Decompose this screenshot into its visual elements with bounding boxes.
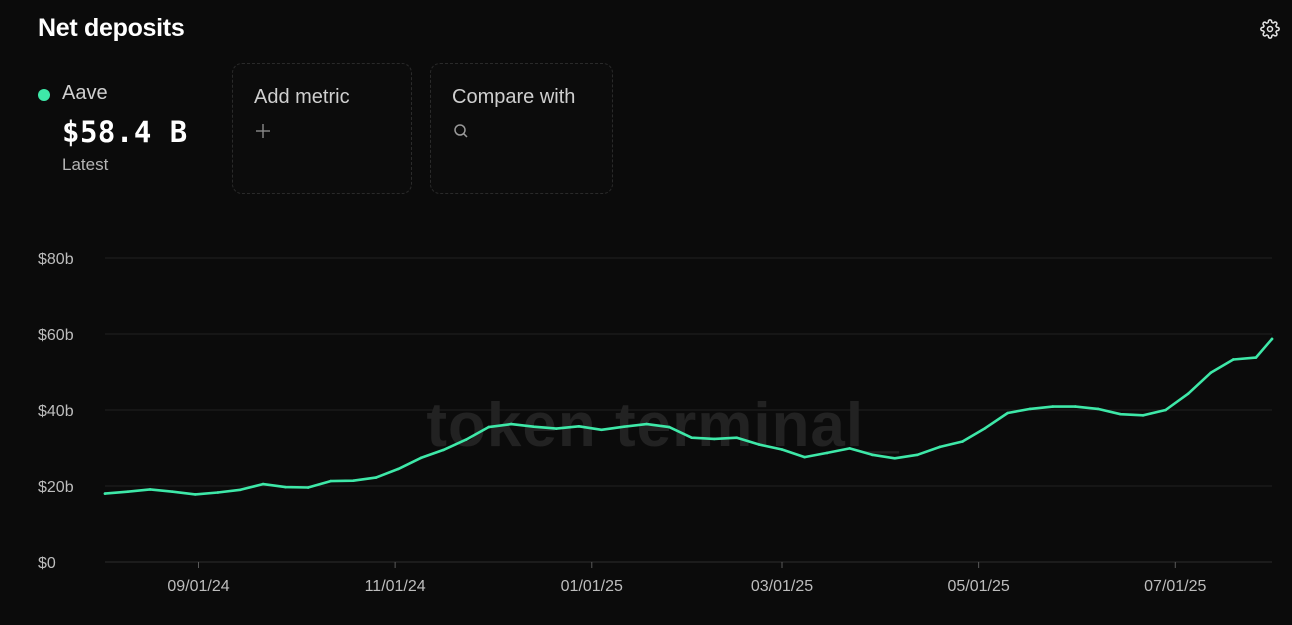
data-point — [1006, 411, 1009, 415]
series-name: Aave — [62, 82, 108, 104]
data-point — [577, 425, 581, 428]
plus-icon — [256, 124, 270, 138]
data-point — [1028, 407, 1032, 411]
data-point — [690, 436, 694, 440]
data-point — [419, 456, 423, 460]
y-tick-label: $0 — [38, 555, 56, 572]
data-point — [532, 425, 536, 429]
y-tick-label: $40b — [38, 403, 74, 420]
data-point — [509, 422, 513, 426]
data-point — [1186, 392, 1190, 395]
latest-label: Latest — [62, 155, 109, 174]
data-point — [848, 447, 851, 450]
data-point — [735, 436, 739, 440]
data-point — [870, 453, 874, 457]
latest-value: $58.4 B — [62, 115, 188, 149]
series-color-dot — [38, 89, 50, 101]
data-point — [1232, 358, 1235, 361]
x-tick-label: 07/01/25 — [1144, 578, 1206, 595]
data-point — [622, 425, 626, 429]
y-tick-label: $60b — [38, 327, 74, 344]
data-point — [351, 479, 355, 482]
data-point — [780, 448, 784, 451]
data-point — [374, 476, 378, 479]
compare-with-button[interactable]: Compare with — [430, 63, 613, 194]
data-point — [1096, 407, 1100, 411]
x-tick-label: 11/01/24 — [365, 578, 426, 595]
y-tick-label: $80b — [38, 251, 74, 268]
y-tick-label: $20b — [38, 479, 74, 496]
data-point — [938, 445, 942, 449]
search-icon — [454, 124, 468, 138]
x-tick-label: 03/01/25 — [751, 578, 813, 595]
page-title: Net deposits — [38, 14, 185, 42]
data-point — [1141, 414, 1145, 417]
data-point — [216, 491, 220, 494]
add-metric-button[interactable]: Add metric — [232, 63, 412, 194]
x-tick-label: 05/01/25 — [947, 578, 1009, 595]
data-point — [1074, 405, 1077, 408]
data-point — [1051, 405, 1055, 408]
data-point — [961, 440, 964, 443]
data-point — [1254, 356, 1258, 359]
gear-icon[interactable] — [1260, 19, 1280, 39]
data-point — [193, 493, 197, 496]
data-point — [1164, 408, 1167, 412]
data-point — [397, 467, 400, 471]
data-point — [306, 486, 310, 489]
data-point — [442, 448, 445, 452]
add-metric-label: Add metric — [254, 86, 350, 108]
data-point — [758, 443, 761, 446]
data-point — [555, 427, 558, 430]
data-point — [329, 479, 332, 483]
data-point — [600, 428, 603, 432]
data-point — [1119, 412, 1122, 416]
data-point — [1209, 371, 1213, 375]
data-point — [487, 425, 490, 429]
data-point — [803, 455, 806, 459]
data-point — [103, 492, 107, 495]
data-point — [712, 437, 716, 441]
data-point — [916, 453, 919, 457]
data-point — [148, 488, 152, 491]
x-tick-label: 09/01/24 — [167, 578, 229, 595]
data-point — [667, 425, 671, 429]
data-point — [171, 490, 174, 494]
data-point — [261, 482, 265, 486]
data-point — [464, 438, 468, 441]
data-point — [284, 485, 287, 489]
data-point — [825, 451, 829, 455]
data-point — [645, 422, 648, 426]
data-point — [239, 488, 242, 492]
data-point — [1270, 337, 1274, 341]
x-tick-label: 01/01/25 — [561, 578, 623, 595]
data-point — [126, 490, 129, 494]
data-point — [983, 426, 987, 430]
data-point — [893, 456, 897, 460]
compare-with-label: Compare with — [452, 86, 576, 108]
